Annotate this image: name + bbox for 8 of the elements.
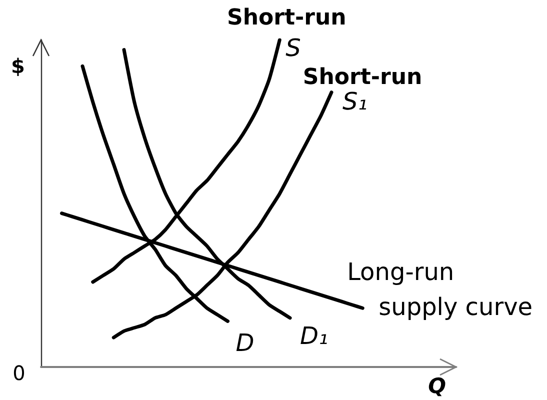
series-label: D₁ <box>300 322 328 350</box>
series-label: D <box>236 329 254 358</box>
text: 0 <box>12 361 26 385</box>
series-label: Short-run S <box>226 6 346 62</box>
series-label: Long-run supply curve <box>347 258 533 322</box>
y-axis-title: $ <box>11 54 25 78</box>
series-label: Short-run S₁ <box>302 64 422 116</box>
x-axis-title: Q <box>428 374 446 398</box>
